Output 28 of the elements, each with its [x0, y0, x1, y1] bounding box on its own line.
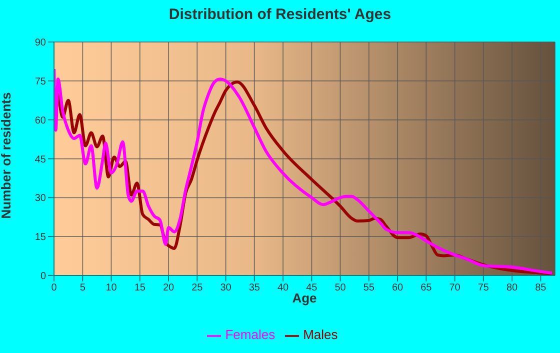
x-tick-label: 5	[80, 282, 86, 294]
legend-label: Males	[303, 327, 338, 342]
x-tick-label: 80	[506, 282, 518, 294]
x-tick-label: 10	[106, 282, 118, 294]
y-tick-label: 75	[34, 76, 46, 88]
y-tick-label: 0	[40, 270, 46, 282]
x-tick-label: 20	[162, 282, 175, 294]
y-tick-label: 15	[34, 232, 46, 244]
x-tick-label: 85	[535, 282, 547, 294]
legend-label: Females	[225, 327, 276, 342]
x-tick-label: 30	[220, 282, 232, 294]
x-tick-label: 70	[449, 282, 461, 294]
x-tick-label: 55	[363, 282, 375, 294]
x-tick-label: 65	[420, 282, 432, 294]
x-tick-label: 40	[277, 282, 290, 294]
x-tick-label: 50	[334, 282, 346, 294]
x-tick-label: 60	[392, 282, 404, 294]
chart-title: Distribution of Residents' Ages	[168, 6, 392, 23]
y-tick-label: 60	[34, 115, 46, 126]
y-axis-title: Number of residents	[0, 92, 14, 219]
y-tick-label: 45	[34, 154, 46, 166]
y-tick-label: 90	[34, 38, 46, 49]
x-tick-label: 25	[192, 282, 204, 294]
x-tick-label: 0	[51, 282, 58, 294]
x-tick-label: 15	[134, 282, 146, 294]
y-tick-label: 30	[34, 193, 46, 204]
x-tick-label: 75	[478, 282, 490, 294]
x-tick-label: 35	[248, 282, 260, 294]
